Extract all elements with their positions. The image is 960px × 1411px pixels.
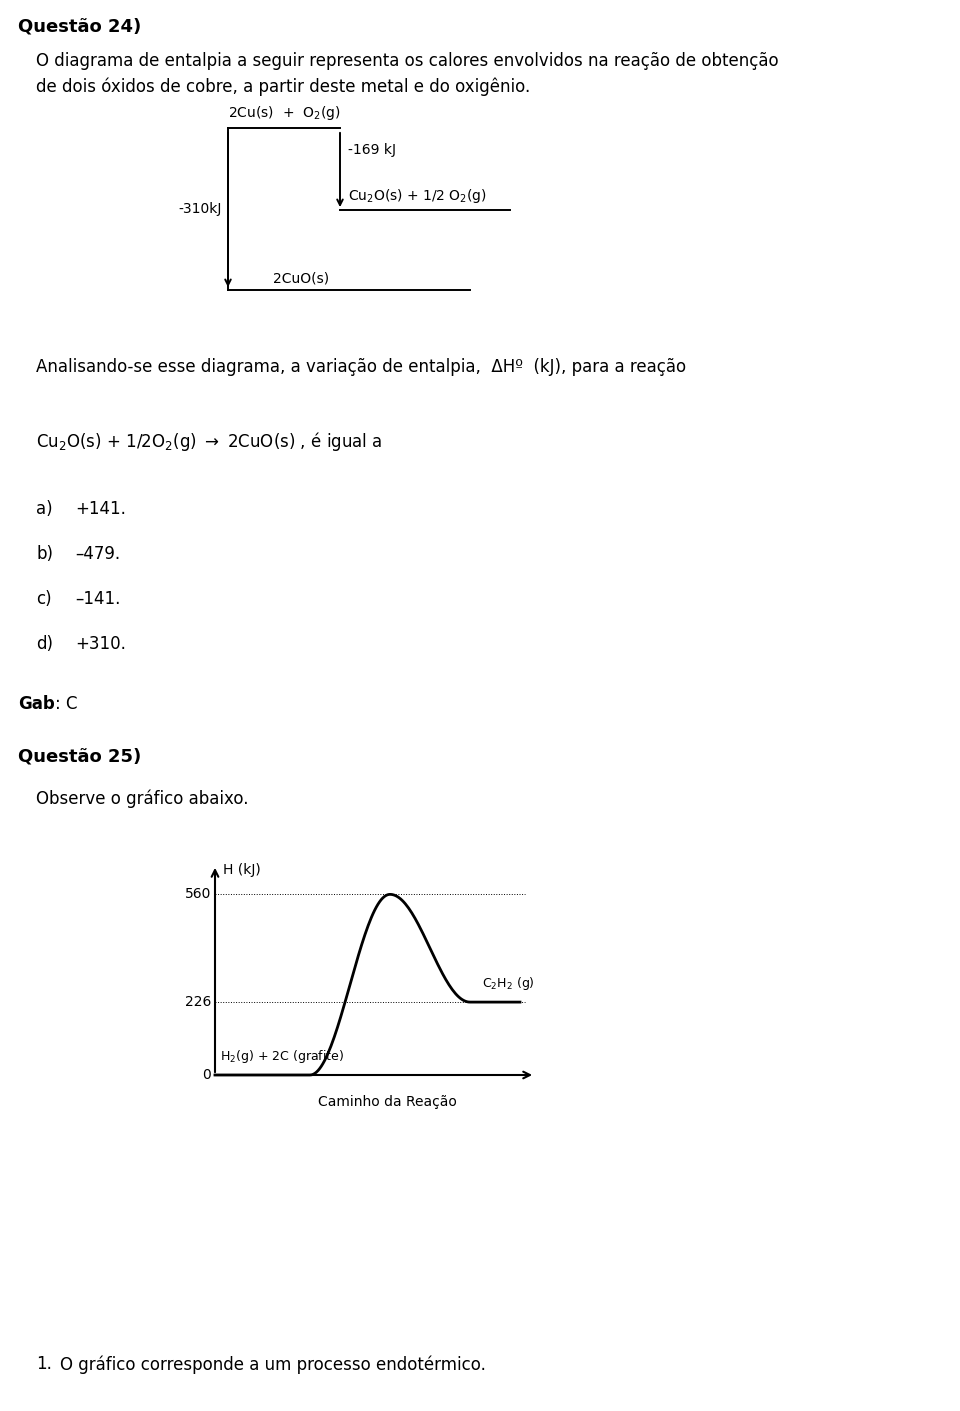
- Text: +310.: +310.: [75, 635, 126, 653]
- Text: Cu$_2$O(s) + 1/2 O$_2$(g): Cu$_2$O(s) + 1/2 O$_2$(g): [348, 188, 487, 205]
- Text: -310kJ: -310kJ: [179, 202, 222, 216]
- Text: a): a): [36, 499, 53, 518]
- Text: : C: : C: [55, 696, 78, 713]
- Text: Observe o gráfico abaixo.: Observe o gráfico abaixo.: [36, 790, 249, 809]
- Text: 2CuO(s): 2CuO(s): [273, 272, 329, 286]
- Text: Analisando-se esse diagrama, a variação de entalpia,  ΔHº  (kJ), para a reação: Analisando-se esse diagrama, a variação …: [36, 358, 686, 375]
- Text: O gráfico corresponde a um processo endotérmico.: O gráfico corresponde a um processo endo…: [60, 1355, 486, 1373]
- Text: Gab: Gab: [18, 696, 55, 713]
- Text: 226: 226: [184, 995, 211, 1009]
- Text: –479.: –479.: [75, 545, 120, 563]
- Text: Questão 25): Questão 25): [18, 748, 141, 766]
- Text: d): d): [36, 635, 53, 653]
- Text: 560: 560: [184, 888, 211, 902]
- Text: H$_2$(g) + 2C (grafite): H$_2$(g) + 2C (grafite): [220, 1048, 344, 1065]
- Text: 1.: 1.: [36, 1355, 52, 1373]
- Text: 2Cu(s)  +  O$_2$(g): 2Cu(s) + O$_2$(g): [228, 104, 341, 121]
- Text: b): b): [36, 545, 53, 563]
- Text: –141.: –141.: [75, 590, 120, 608]
- Text: -169 kJ: -169 kJ: [348, 143, 396, 157]
- Text: 0: 0: [203, 1068, 211, 1082]
- Text: Cu$_2$O(s) + 1/2O$_2$(g) $\rightarrow$ 2CuO(s) , é igual a: Cu$_2$O(s) + 1/2O$_2$(g) $\rightarrow$ 2…: [36, 430, 382, 453]
- Text: Questão 24): Questão 24): [18, 18, 141, 37]
- Text: H (kJ): H (kJ): [223, 864, 261, 878]
- Text: +141.: +141.: [75, 499, 126, 518]
- Text: de dois óxidos de cobre, a partir deste metal e do oxigênio.: de dois óxidos de cobre, a partir deste …: [36, 78, 530, 96]
- Text: O diagrama de entalpia a seguir representa os calores envolvidos na reação de ob: O diagrama de entalpia a seguir represen…: [36, 52, 779, 71]
- Text: Caminho da Reação: Caminho da Reação: [318, 1095, 457, 1109]
- Text: c): c): [36, 590, 52, 608]
- Text: C$_2$H$_2$ (g): C$_2$H$_2$ (g): [482, 975, 535, 992]
